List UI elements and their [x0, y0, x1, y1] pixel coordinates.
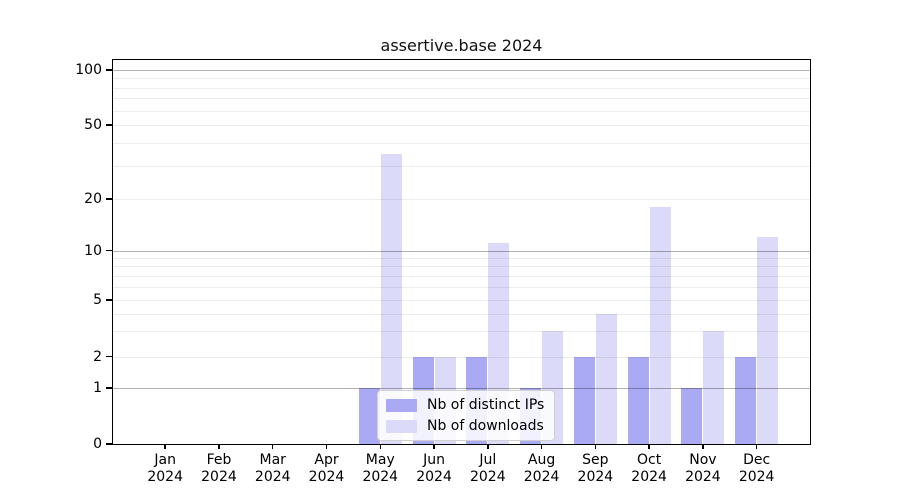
y-tick-label-5: 5 — [93, 292, 102, 308]
x-tick-label-mar: Mar 2024 — [254, 452, 291, 485]
y-tick-label-10: 10 — [84, 242, 102, 259]
x-tick-may — [379, 445, 382, 449]
x-tick-aug — [540, 445, 543, 449]
minor-gridline-5 — [113, 300, 810, 301]
minor-gridline-50 — [113, 125, 810, 126]
legend-swatch-distinct-ips — [386, 398, 417, 412]
legend-label-distinct-ips: Nb of distinct IPs — [427, 397, 545, 413]
x-tick-label-apr: Apr 2024 — [308, 452, 345, 485]
y-tick-1 — [106, 387, 112, 389]
minor-gridline-2 — [113, 356, 810, 358]
y-tick-label-2: 2 — [93, 348, 102, 365]
x-tick-label-nov: Nov 2024 — [685, 452, 721, 485]
bar-downloads-dec — [757, 236, 779, 444]
major-gridline-10 — [113, 250, 810, 252]
y-tick-0 — [106, 443, 112, 445]
minor-gridline-40 — [113, 143, 810, 145]
x-tick-oct — [648, 445, 650, 449]
minor-gridline-6 — [113, 286, 810, 288]
legend-entry-downloads: Nb of downloads — [386, 418, 544, 434]
bar-distinct-ips-dec — [735, 356, 757, 444]
x-tick-label-jul: Jul 2024 — [469, 452, 506, 485]
minor-gridline-4 — [113, 313, 810, 315]
x-tick-mar — [271, 445, 274, 449]
x-tick-dec — [755, 445, 758, 449]
minor-gridline-20 — [113, 199, 810, 200]
minor-gridline-30 — [113, 166, 810, 168]
bar-downloads-may — [380, 153, 402, 444]
x-tick-label-oct: Oct 2024 — [631, 452, 667, 485]
legend: Nb of distinct IPs Nb of downloads — [377, 390, 556, 441]
x-tick-jan — [164, 445, 166, 449]
minor-gridline-3 — [113, 331, 810, 333]
legend-entry-distinct-ips: Nb of distinct IPs — [386, 397, 544, 413]
x-tick-sep — [594, 445, 597, 449]
y-tick-100 — [106, 69, 112, 71]
minor-gridline-90 — [113, 78, 810, 80]
chart-title: assertive.base 2024 — [380, 36, 543, 55]
y-tick-label-20: 20 — [84, 191, 102, 207]
bar-distinct-ips-oct — [627, 356, 649, 444]
bar-distinct-ips-may — [358, 388, 380, 444]
bar-distinct-ips-sep — [573, 356, 595, 444]
minor-gridline-60 — [113, 110, 810, 112]
x-tick-label-may: May 2024 — [362, 452, 399, 485]
minor-gridline-8 — [113, 266, 810, 268]
y-tick-10 — [106, 249, 112, 252]
minor-gridline-9 — [113, 258, 810, 260]
y-tick-label-1: 1 — [93, 380, 102, 396]
minor-gridline-7 — [113, 275, 810, 277]
plot-area — [113, 60, 810, 444]
x-tick-label-feb: Feb 2024 — [201, 452, 237, 485]
y-tick-label-50: 50 — [84, 117, 102, 133]
bar-downloads-oct — [649, 206, 671, 444]
y-tick-20 — [106, 198, 112, 200]
x-tick-label-aug: Aug 2024 — [523, 452, 560, 485]
bar-downloads-nov — [703, 331, 725, 444]
y-tick-label-100: 100 — [75, 62, 102, 78]
x-tick-label-jan: Jan 2024 — [147, 452, 183, 485]
x-tick-jun — [433, 445, 435, 449]
legend-swatch-downloads — [386, 419, 417, 433]
x-tick-feb — [218, 445, 220, 449]
bar-downloads-sep — [595, 313, 617, 444]
x-tick-label-dec: Dec 2024 — [738, 452, 775, 485]
x-tick-label-sep: Sep 2024 — [577, 452, 614, 485]
x-tick-label-jun: Jun 2024 — [416, 452, 452, 485]
y-tick-50 — [106, 124, 112, 126]
major-gridline-100 — [113, 70, 810, 71]
legend-label-downloads: Nb of downloads — [427, 418, 544, 434]
bar-distinct-ips-nov — [681, 388, 703, 444]
x-tick-jul — [487, 445, 489, 449]
y-tick-2 — [106, 355, 112, 358]
x-tick-nov — [702, 445, 704, 449]
minor-gridline-80 — [113, 87, 810, 89]
minor-gridline-70 — [113, 98, 810, 100]
x-tick-apr — [325, 445, 328, 449]
y-tick-label-0: 0 — [93, 436, 102, 452]
y-tick-5 — [106, 299, 112, 301]
major-gridline-1 — [113, 388, 810, 389]
